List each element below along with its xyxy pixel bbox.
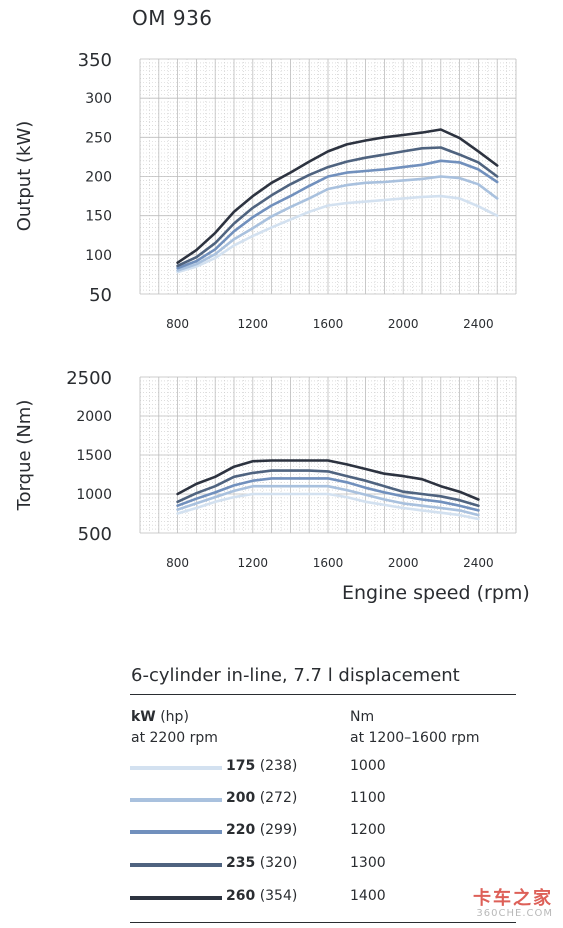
spec-row-260: 260 (354) 1400 <box>130 888 516 908</box>
power-header-sub: at 2200 rpm <box>131 730 218 746</box>
y-tick-label: 2500 <box>66 368 112 389</box>
watermark-en: 360CHE.COM <box>476 908 553 919</box>
series-line-4 <box>176 469 480 508</box>
watermark: 卡车之家 360CHE.COM <box>473 884 553 919</box>
line-swatch <box>130 863 222 867</box>
line-swatch <box>130 798 222 802</box>
y-tick-label: 250 <box>85 130 112 146</box>
power-value: 235 (320) <box>226 855 297 871</box>
power-value: 175 (238) <box>226 758 297 774</box>
spec-title: 6-cylinder in-line, 7.7 l displacement <box>131 665 460 686</box>
y-axis-label: Output (kW) <box>14 121 35 232</box>
kw-value: 175 <box>226 758 256 774</box>
hp-value: (354) <box>259 888 298 904</box>
x-tick-label: 1600 <box>313 317 344 331</box>
kw-value: 260 <box>226 888 256 904</box>
series-line-2 <box>176 175 499 272</box>
x-axis-title: Engine speed (rpm) <box>342 582 530 604</box>
watermark-cn: 卡车之家 <box>473 888 553 909</box>
x-tick-label: 2400 <box>463 556 494 570</box>
y-tick-label: 50 <box>89 285 112 306</box>
hp-value: (272) <box>259 790 298 806</box>
power-header-hp: (hp) <box>155 709 189 725</box>
x-tick-label: 1200 <box>238 317 269 331</box>
kw-value: 200 <box>226 790 256 806</box>
y-tick-label: 200 <box>85 170 112 186</box>
x-tick-label: 2000 <box>388 317 419 331</box>
page-title: OM 936 <box>132 6 213 30</box>
hp-value: (299) <box>259 822 298 838</box>
y-tick-label: 150 <box>85 209 112 225</box>
torque-value: 1000 <box>350 758 386 774</box>
y-tick-label: 350 <box>78 50 112 71</box>
divider <box>130 694 516 695</box>
series-line-2 <box>176 484 480 517</box>
series-line-5 <box>176 128 499 265</box>
hp-value: (238) <box>259 758 298 774</box>
y-tick-label: 300 <box>85 91 112 107</box>
series-line-4 <box>176 146 499 268</box>
x-tick-label: 1600 <box>313 556 344 570</box>
y-tick-label: 2000 <box>76 409 112 425</box>
spec-row-220: 220 (299) 1200 <box>130 822 516 842</box>
series-line-5 <box>176 459 480 501</box>
y-tick-label: 1000 <box>76 487 112 503</box>
series-line-1 <box>176 194 499 274</box>
line-swatch <box>130 830 222 834</box>
power-header: kW (hp) at 2200 rpm <box>131 707 218 749</box>
y-tick-label: 1500 <box>76 448 112 464</box>
y-tick-label: 100 <box>85 248 112 264</box>
x-tick-label: 800 <box>166 556 189 570</box>
x-tick-label: 1200 <box>238 556 269 570</box>
spec-row-235: 235 (320) 1300 <box>130 855 516 875</box>
spec-row-175: 175 (238) 1000 <box>130 758 516 778</box>
torque-header-unit: Nm <box>350 709 375 725</box>
power-value: 200 (272) <box>226 790 297 806</box>
torque-value: 1400 <box>350 888 386 904</box>
torque-header: Nm at 1200–1600 rpm <box>350 707 480 749</box>
engine-curves-charts: 50 100 150 200 250 300 350 800 1200 1600 2000 2400 O… <box>14 50 517 570</box>
x-tick-label: 800 <box>166 317 189 331</box>
line-swatch <box>130 766 222 770</box>
torque-value: 1200 <box>350 822 386 838</box>
y-tick-label: 500 <box>78 524 112 545</box>
line-swatch <box>130 896 222 900</box>
power-header-unit-bold: kW <box>131 709 156 725</box>
torque-value: 1300 <box>350 855 386 871</box>
kw-value: 235 <box>226 855 256 871</box>
power-value: 220 (299) <box>226 822 297 838</box>
kw-value: 220 <box>226 822 256 838</box>
x-tick-label: 2400 <box>463 317 494 331</box>
series-line-1 <box>176 492 480 521</box>
power-value: 260 (354) <box>226 888 297 904</box>
divider <box>130 922 516 923</box>
series-line-3 <box>176 477 480 512</box>
torque-value: 1100 <box>350 790 386 806</box>
x-tick-label: 2000 <box>388 556 419 570</box>
series-line-3 <box>176 159 499 270</box>
hp-value: (320) <box>259 855 298 871</box>
y-axis-label: Torque (Nm) <box>14 400 35 512</box>
torque-header-sub: at 1200–1600 rpm <box>350 730 480 746</box>
spec-row-200: 200 (272) 1100 <box>130 790 516 810</box>
